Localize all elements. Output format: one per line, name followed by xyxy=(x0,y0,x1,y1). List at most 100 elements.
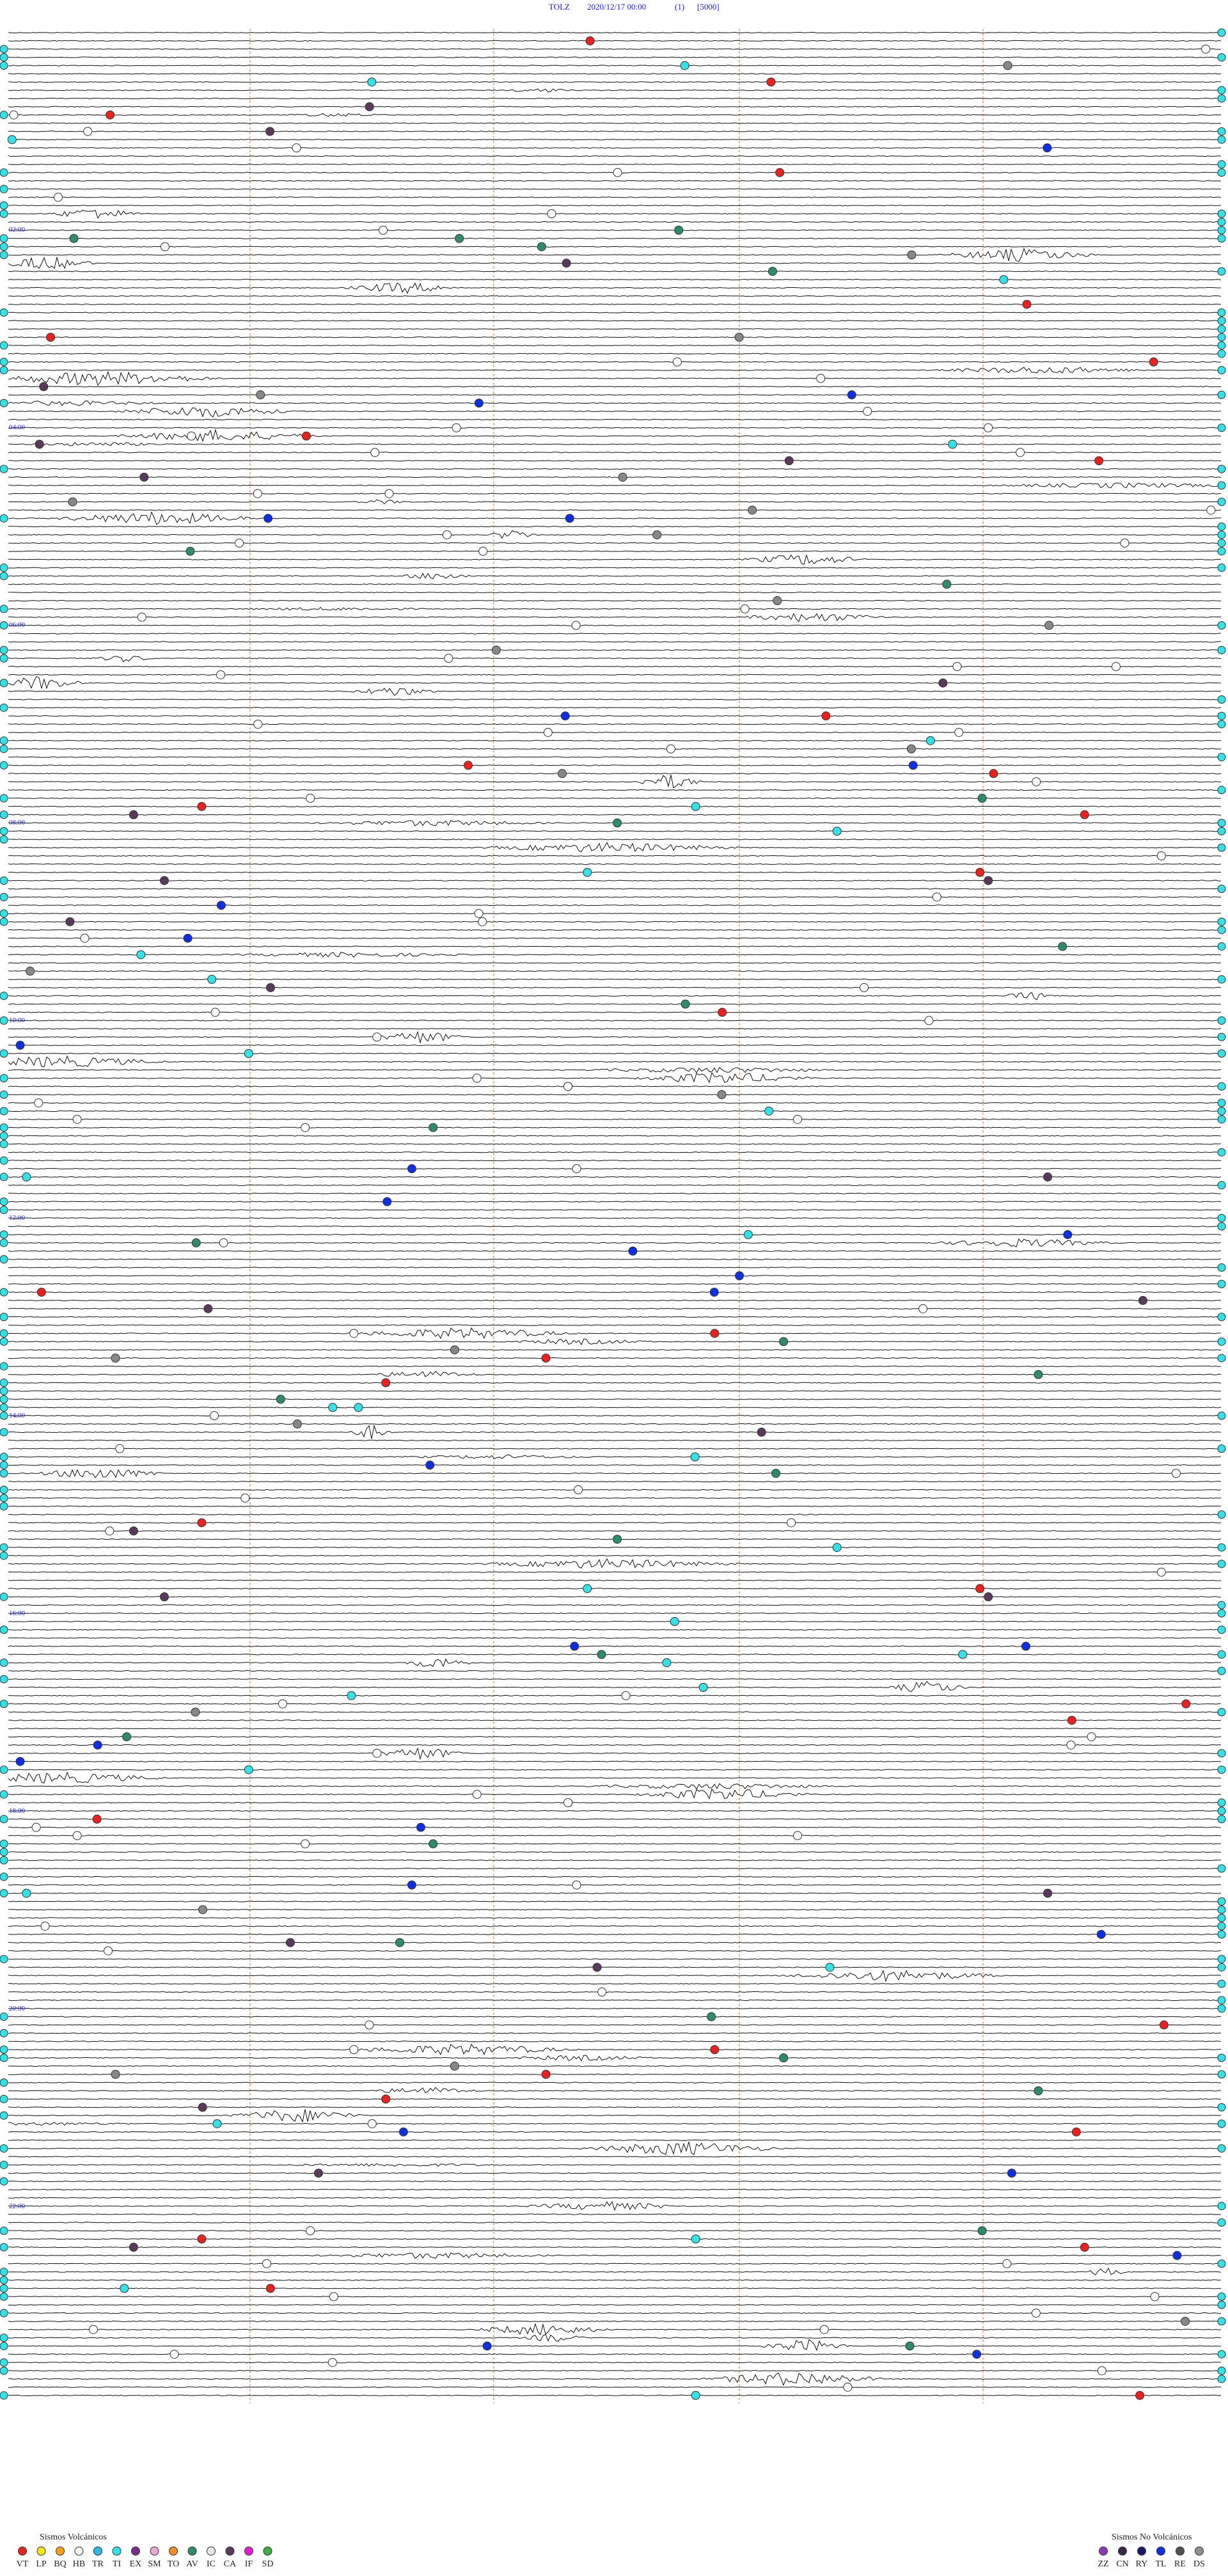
trace-start-marker xyxy=(0,835,8,844)
trace-start-marker xyxy=(0,1675,8,1684)
trace xyxy=(8,775,1222,789)
trace xyxy=(8,248,1222,262)
trace xyxy=(8,842,1222,853)
event xyxy=(216,901,226,910)
trace-end-marker xyxy=(1217,1082,1226,1091)
trace xyxy=(8,748,1222,750)
event xyxy=(442,530,452,540)
trace xyxy=(8,1826,1222,1828)
trace-end-marker xyxy=(1217,926,1226,935)
event xyxy=(92,1814,102,1824)
event xyxy=(253,489,262,498)
trace xyxy=(8,209,1222,219)
event xyxy=(265,983,275,992)
trace-end-marker xyxy=(1217,1337,1226,1346)
trace xyxy=(8,452,1222,454)
trace-start-marker xyxy=(0,2045,8,2054)
event xyxy=(450,1345,459,1355)
event xyxy=(329,2292,338,2302)
trace-end-marker xyxy=(1217,316,1226,325)
trace xyxy=(8,2263,1222,2264)
legend-label: TO xyxy=(168,2559,179,2569)
trace-end-marker xyxy=(1217,1897,1226,1906)
trace-end-marker xyxy=(1217,1263,1226,1272)
trace xyxy=(8,2238,1222,2240)
trace-end-marker xyxy=(1217,1609,1226,1618)
event xyxy=(710,1329,720,1338)
event xyxy=(906,744,916,754)
trace xyxy=(8,2007,1222,2009)
trace xyxy=(8,945,1222,947)
trace-end-marker xyxy=(1217,1444,1226,1453)
trace xyxy=(8,320,1222,322)
event xyxy=(450,2061,459,2071)
event xyxy=(932,892,941,902)
event xyxy=(1043,143,1052,153)
trace-start-marker xyxy=(0,1139,8,1148)
trace xyxy=(8,1308,1222,1309)
trace xyxy=(8,1788,1222,1800)
event xyxy=(592,1963,602,1972)
trace-start-marker xyxy=(0,2177,8,2186)
trace xyxy=(8,2106,1222,2108)
trace-start-marker xyxy=(0,1329,8,1338)
trace xyxy=(8,1020,1222,1022)
trace xyxy=(8,2323,1222,2335)
event xyxy=(262,2259,272,2268)
trace-start-marker xyxy=(0,1073,8,1082)
event xyxy=(72,1114,82,1124)
event xyxy=(681,999,690,1009)
trace-end-marker xyxy=(1217,28,1226,37)
event xyxy=(22,1888,31,1898)
legend-label: SD xyxy=(262,2559,274,2569)
trace-start-marker xyxy=(0,1543,8,1552)
event xyxy=(816,374,826,383)
event xyxy=(690,1452,700,1462)
trace xyxy=(8,1760,1222,1762)
trace xyxy=(8,929,1222,931)
event xyxy=(7,135,17,145)
legend-label: DS xyxy=(1193,2559,1205,2569)
event xyxy=(698,1682,708,1692)
trace-start-marker xyxy=(0,1428,8,1437)
trace xyxy=(8,40,1222,42)
trace-end-marker xyxy=(1217,2317,1226,2326)
trace xyxy=(8,1558,1222,1569)
event xyxy=(68,497,77,507)
event xyxy=(1021,1641,1030,1651)
trace xyxy=(8,1681,1222,1692)
trace xyxy=(8,2267,1222,2275)
legend-label: RE xyxy=(1174,2559,1186,2569)
trace-end-marker xyxy=(1217,234,1226,243)
trace-start-marker xyxy=(0,45,8,54)
event xyxy=(662,1658,672,1668)
trace-end-marker xyxy=(1217,1543,1226,1552)
event xyxy=(69,233,79,243)
event xyxy=(313,2169,323,2178)
trace xyxy=(8,221,1222,223)
event xyxy=(159,1592,169,1602)
trace xyxy=(8,789,1222,791)
legend-label: CN xyxy=(1116,2559,1128,2569)
trace xyxy=(8,1338,1221,1346)
event xyxy=(541,2069,551,2079)
trace xyxy=(8,1604,1222,1606)
event xyxy=(429,1839,438,1849)
trace xyxy=(8,1991,1222,1993)
trace xyxy=(8,1810,1222,1812)
trace xyxy=(8,139,1221,141)
trace xyxy=(8,1728,1222,1730)
event xyxy=(565,514,574,523)
event xyxy=(93,1740,102,1750)
trace-end-marker xyxy=(1217,1749,1226,1758)
trace-end-marker xyxy=(1217,720,1226,729)
trace-end-marker xyxy=(1217,2300,1226,2309)
trace xyxy=(8,1238,1222,1248)
trace xyxy=(8,2213,1222,2215)
trace-start-marker xyxy=(0,826,8,835)
trace xyxy=(8,246,1222,248)
trace xyxy=(8,468,1222,470)
trace-start-marker xyxy=(0,250,8,259)
event xyxy=(585,36,595,45)
event xyxy=(89,2325,98,2334)
